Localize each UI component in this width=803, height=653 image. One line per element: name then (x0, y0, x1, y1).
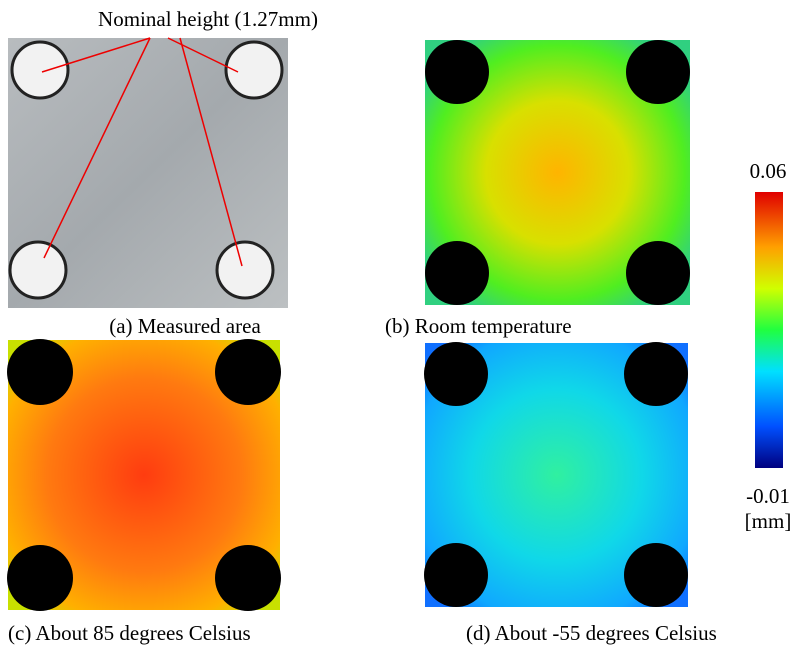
panel-a (8, 38, 288, 308)
panel-b (425, 40, 690, 305)
panel-c (7, 339, 281, 611)
annotation: Nominal height (1.27mm) (98, 7, 318, 31)
panel-d (424, 342, 688, 607)
caption: (a) Measured area (109, 314, 261, 338)
caption: (b) Room temperature (385, 314, 572, 338)
colorbar (755, 192, 783, 468)
caption: (c) About 85 degrees Celsius (8, 621, 251, 645)
colorbar-min: -0.01 (746, 484, 790, 508)
figure: Nominal height (1.27mm) (a) Measured are… (0, 0, 803, 653)
colorbar-unit: [mm] (745, 509, 792, 533)
caption: (d) About -55 degrees Celsius (466, 621, 717, 645)
colorbar-max: 0.06 (750, 159, 787, 183)
